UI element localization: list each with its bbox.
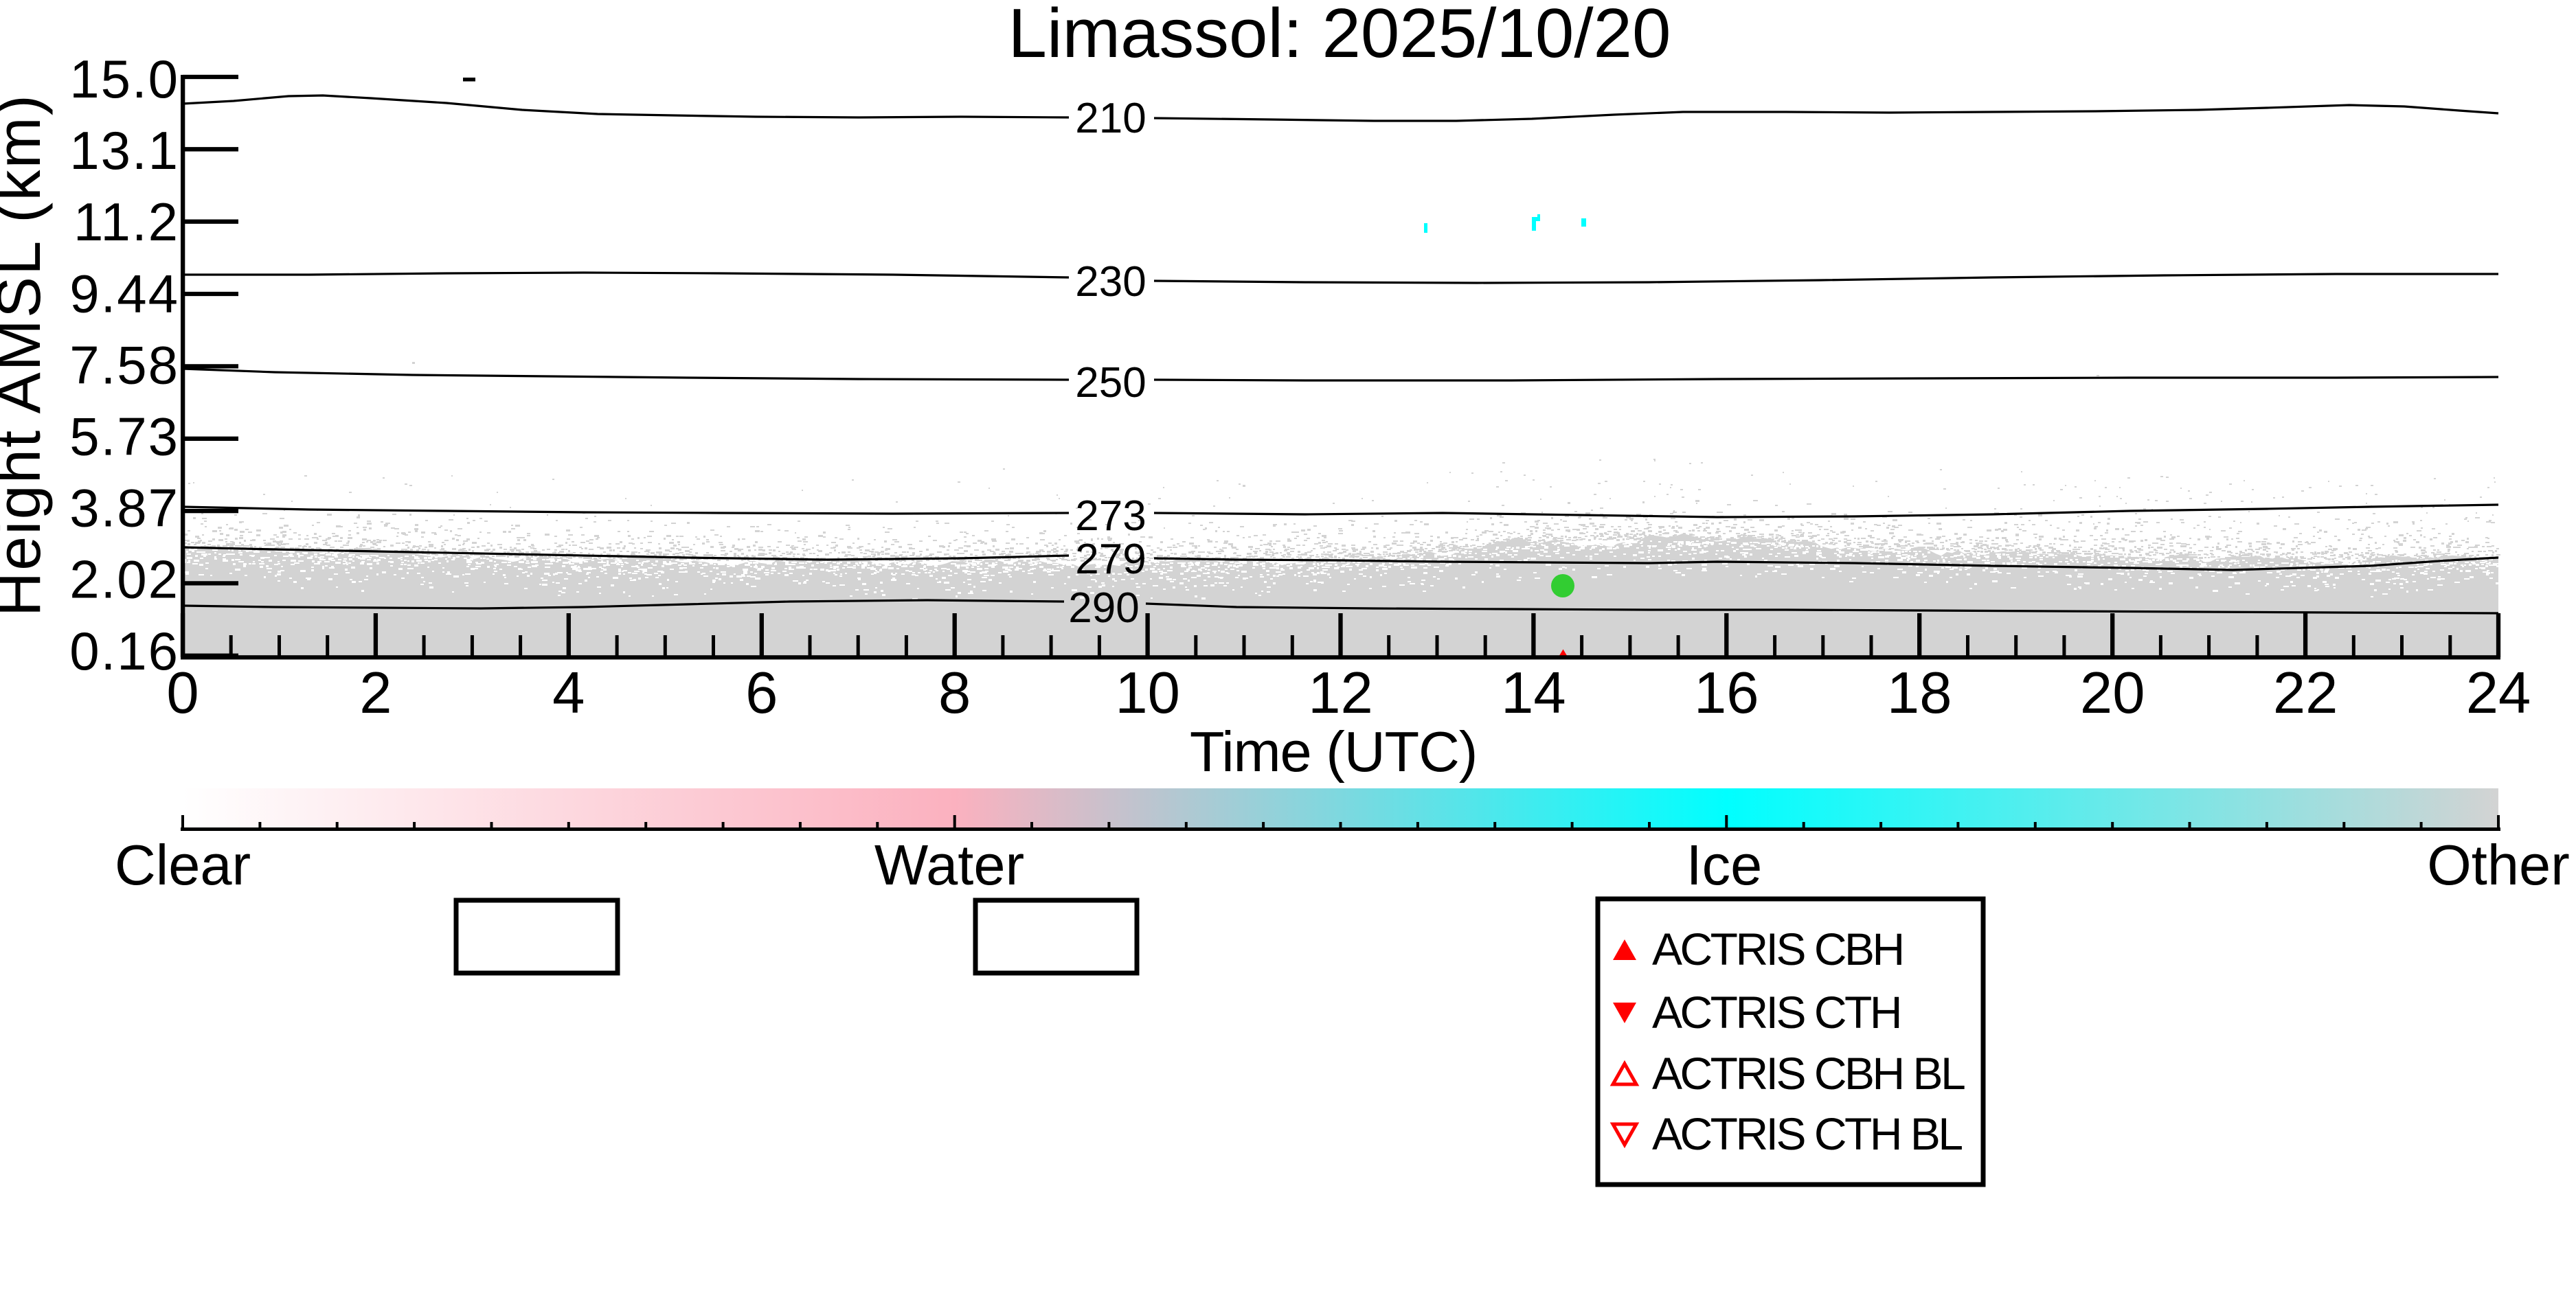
svg-text:210: 210	[1075, 95, 1146, 142]
svg-text:Height AMSL (km): Height AMSL (km)	[0, 93, 54, 617]
svg-text:15.0: 15.0	[69, 49, 179, 109]
svg-text:18: 18	[1887, 661, 1952, 726]
svg-text:279: 279	[1075, 536, 1146, 583]
svg-text:14: 14	[1501, 661, 1566, 726]
svg-text:13.1: 13.1	[69, 120, 179, 181]
svg-text:7.58: 7.58	[69, 334, 179, 395]
svg-text:230: 230	[1075, 258, 1146, 306]
svg-text:ACTRIS CBH BL: ACTRIS CBH BL	[1652, 1048, 1965, 1099]
svg-text:4: 4	[552, 661, 585, 726]
svg-text:Clear: Clear	[115, 833, 251, 897]
svg-text:ACTRIS CTH: ACTRIS CTH	[1652, 987, 1900, 1038]
svg-text:20: 20	[2080, 661, 2145, 726]
svg-text:2.02: 2.02	[69, 549, 179, 610]
svg-text:290: 290	[1068, 584, 1139, 632]
svg-text:12: 12	[1308, 661, 1373, 726]
svg-text:8: 8	[938, 661, 971, 726]
svg-text:Ice: Ice	[1686, 833, 1763, 897]
svg-text:2: 2	[359, 661, 392, 726]
svg-text:250: 250	[1075, 359, 1146, 407]
svg-text:11.2: 11.2	[74, 192, 179, 252]
svg-text:ACTRIS CTH BL: ACTRIS CTH BL	[1652, 1108, 1962, 1159]
svg-text:Limassol: 2025/10/20: Limassol: 2025/10/20	[1008, 0, 1671, 72]
svg-text:0: 0	[166, 661, 199, 726]
svg-text:16: 16	[1694, 661, 1759, 726]
svg-text:22: 22	[2273, 661, 2338, 726]
svg-text:Other: Other	[2427, 833, 2570, 897]
svg-text:ACTRIS CBH: ACTRIS CBH	[1652, 924, 1903, 974]
svg-text:5.73: 5.73	[69, 407, 179, 467]
svg-text:Water: Water	[874, 833, 1024, 897]
svg-text:6: 6	[745, 661, 778, 726]
svg-text:3.87: 3.87	[69, 478, 179, 538]
svg-text:10: 10	[1115, 661, 1180, 726]
svg-text:273: 273	[1075, 492, 1146, 540]
svg-text:9.44: 9.44	[69, 263, 179, 323]
svg-text:0.16: 0.16	[69, 621, 179, 681]
svg-text:24: 24	[2466, 661, 2531, 726]
svg-text:Time (UTC): Time (UTC)	[1190, 720, 1477, 784]
